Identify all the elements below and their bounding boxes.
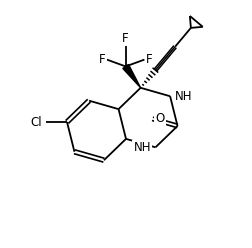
Text: NH: NH bbox=[175, 90, 192, 103]
Text: NH: NH bbox=[134, 141, 151, 154]
Text: F: F bbox=[146, 53, 152, 66]
Text: O: O bbox=[155, 112, 165, 125]
Text: Cl: Cl bbox=[30, 116, 42, 128]
Text: F: F bbox=[122, 32, 129, 45]
Text: F: F bbox=[99, 53, 106, 66]
Polygon shape bbox=[123, 64, 141, 88]
